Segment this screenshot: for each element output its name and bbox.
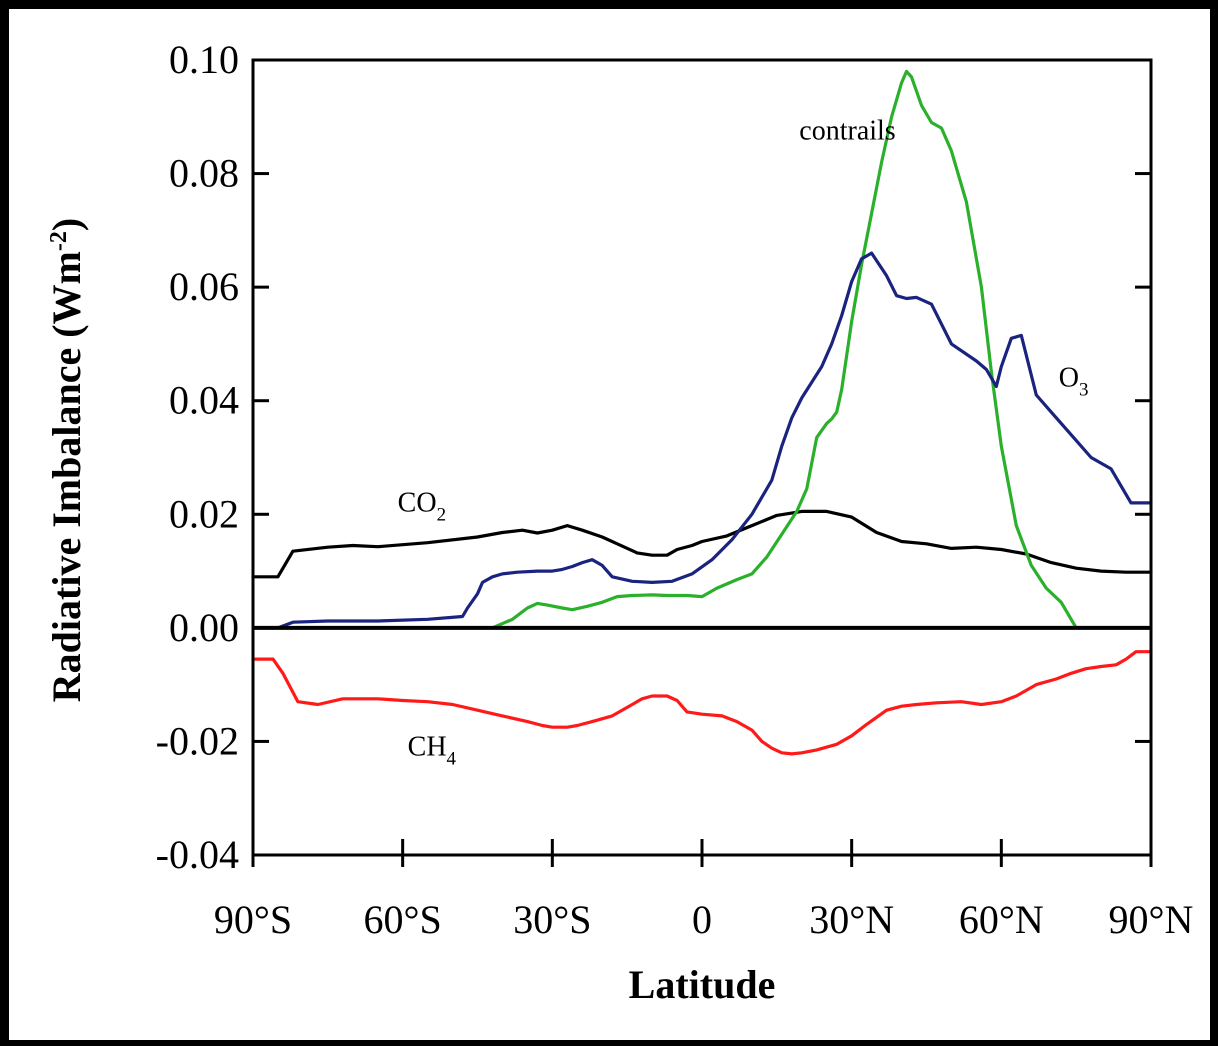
annotations-layer: CO2 contrails O3 CH4	[398, 116, 1089, 770]
ticks-layer: -0.04 -0.02 0.00 0.02 0.04 0.06 0.08 0.10 90°S 60…	[156, 37, 1194, 942]
y-axis-title-main: Radiative Imbalance (Wm	[44, 251, 89, 702]
x-tick-label: 90°S	[214, 897, 292, 942]
y-axis-title-superscript: -2	[46, 231, 72, 251]
series-annotation-ch4: CH4	[408, 732, 457, 770]
x-tick-label: 30°S	[513, 897, 591, 942]
plot-frame	[251, 58, 1153, 857]
x-tick-label: 90°N	[1109, 897, 1194, 942]
y-tick-label: -0.02	[156, 718, 239, 763]
x-tick-label: 30°N	[809, 897, 894, 942]
y-tick-label: 0.02	[169, 491, 239, 536]
y-tick-label: 0.06	[169, 264, 239, 309]
y-tick-label: 0.00	[169, 605, 239, 650]
y-tick-label: 0.08	[169, 151, 239, 196]
series-annotation-co2: CO2	[398, 487, 446, 525]
x-tick-label: 60°S	[364, 897, 442, 942]
series-layer	[251, 69, 1153, 756]
y-tick-label: 0.04	[169, 378, 239, 423]
y-tick-label: 0.10	[169, 37, 239, 82]
series-line-contrails	[490, 69, 1153, 630]
x-axis-title: Latitude	[629, 962, 776, 1007]
series-line-ch4	[251, 650, 1153, 756]
y-tick-label: -0.04	[156, 832, 239, 877]
x-tick-label: 0	[692, 897, 712, 942]
x-tick-label: 60°N	[959, 897, 1044, 942]
series-line-o3	[276, 251, 1153, 630]
y-axis-title-close: )	[44, 218, 89, 231]
series-line-co2	[251, 509, 1153, 579]
y-axis-title: Radiative Imbalance (Wm-2)	[44, 218, 89, 702]
series-annotation-contrails: contrails	[799, 116, 895, 147]
series-annotation-o3: O3	[1059, 363, 1089, 401]
